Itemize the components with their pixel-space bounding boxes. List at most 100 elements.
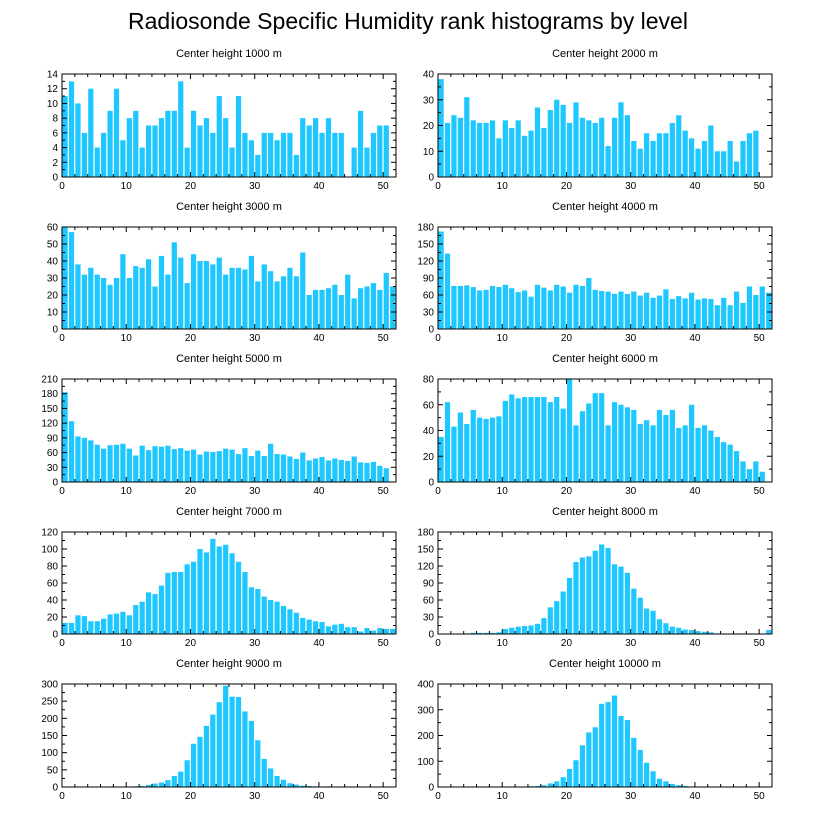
x-tick-label: 10: [497, 791, 509, 802]
histogram-bar: [313, 118, 319, 177]
y-tick-label: 10: [47, 308, 59, 319]
y-tick-label: 180: [417, 223, 434, 234]
histogram-bar: [62, 622, 68, 634]
y-tick-label: 0: [428, 478, 434, 489]
histogram-panel-9: 0 10 20 30 40 50 0 50 100 150 200 250 300 Center heig…: [41, 658, 397, 802]
figure-title: Radiosonde Specific Humidity rank histog…: [128, 8, 688, 34]
histogram-bar: [522, 397, 528, 482]
histogram-bar: [586, 403, 592, 482]
histogram-bar: [383, 468, 389, 482]
x-tick-label: 0: [59, 486, 65, 497]
histogram-bar: [682, 298, 688, 329]
y-tick-label: 0: [52, 783, 58, 794]
histogram-bar: [496, 138, 502, 178]
y-tick-label: 150: [417, 240, 434, 251]
histogram-bar: [287, 783, 293, 787]
histogram-bar: [300, 118, 306, 177]
histogram-bar: [477, 417, 483, 483]
y-tick-label: 20: [47, 613, 59, 624]
x-tick-label: 40: [313, 181, 325, 192]
histogram-bar: [178, 257, 184, 329]
histogram-bar: [306, 295, 312, 329]
histogram-bar: [235, 697, 242, 787]
histogram-bar: [522, 290, 528, 329]
histogram-bar: [599, 291, 605, 329]
histogram-bar: [261, 264, 267, 329]
y-tick-label: 300: [417, 705, 434, 716]
x-tick-label: 10: [121, 333, 133, 344]
histogram-bar: [753, 461, 759, 482]
panel-title: Center height 1000 m: [176, 48, 282, 60]
histogram-bar: [554, 397, 560, 482]
histogram-bar: [338, 459, 344, 482]
histogram-bar: [300, 785, 306, 787]
histogram-bar: [554, 284, 560, 329]
histogram-bar: [483, 122, 489, 177]
histogram-bar: [650, 297, 656, 329]
histogram-bar: [676, 427, 682, 482]
histogram-bar: [509, 288, 515, 329]
histogram-bar: [676, 115, 682, 177]
histogram-bar: [383, 125, 389, 177]
histogram-bar: [753, 295, 759, 329]
histogram-bar: [139, 267, 145, 329]
histogram-bar: [669, 626, 675, 634]
histogram-bar: [338, 132, 344, 177]
histogram-bar: [120, 140, 126, 177]
y-tick-label: 10: [423, 147, 435, 158]
histogram-bar: [345, 274, 351, 329]
y-tick-label: 120: [41, 419, 58, 430]
histogram-bar: [438, 79, 444, 177]
histogram-bar: [566, 379, 573, 482]
histogram-bar: [120, 254, 126, 329]
y-tick-label: 30: [423, 95, 435, 106]
x-tick-label: 20: [561, 638, 573, 649]
histogram-bar: [592, 393, 598, 482]
y-tick-label: 50: [47, 765, 59, 776]
histogram-bar: [300, 252, 306, 329]
histogram-bar: [171, 242, 177, 329]
x-tick-label: 20: [185, 791, 197, 802]
histogram-bar: [223, 448, 229, 482]
histogram-bar: [701, 298, 708, 329]
histogram-bar: [287, 132, 293, 177]
x-tick-label: 10: [121, 486, 133, 497]
histogram-bar: [477, 632, 483, 634]
histogram-bar: [364, 628, 370, 634]
histogram-bar: [280, 779, 287, 787]
histogram-bar: [345, 627, 351, 634]
histogram-bar: [489, 285, 496, 329]
histogram-bar: [248, 140, 254, 177]
histogram-bar: [605, 291, 611, 329]
histogram-bar: [656, 133, 663, 177]
x-tick-label: 0: [59, 181, 65, 192]
histogram-bar: [586, 556, 592, 634]
histogram-bar: [637, 749, 643, 787]
histogram-bar: [547, 110, 553, 177]
histogram-bar: [313, 289, 319, 329]
x-tick-label: 50: [378, 791, 390, 802]
histogram-bar: [644, 292, 650, 329]
histogram-bar: [274, 281, 280, 329]
histogram-bar: [522, 626, 528, 634]
histogram-bar: [81, 437, 87, 482]
x-tick-label: 30: [249, 181, 261, 192]
histogram-bar: [502, 284, 508, 329]
x-tick-label: 20: [185, 638, 197, 649]
x-tick-label: 20: [185, 181, 197, 192]
histogram-bar: [689, 630, 695, 634]
histogram-bar: [547, 402, 553, 482]
y-tick-label: 60: [47, 223, 59, 234]
histogram-bar: [81, 616, 87, 634]
histogram-bar: [107, 445, 113, 482]
x-tick-label: 50: [378, 486, 390, 497]
histogram-bar: [255, 281, 261, 329]
histogram-bar: [293, 458, 299, 482]
x-tick-label: 50: [754, 638, 766, 649]
y-tick-label: 180: [417, 528, 434, 539]
histogram-bar: [178, 81, 184, 177]
histogram-bar: [274, 140, 280, 177]
y-tick-label: 210: [41, 375, 58, 386]
histogram-bar: [68, 232, 75, 329]
histogram-bar: [541, 397, 547, 482]
